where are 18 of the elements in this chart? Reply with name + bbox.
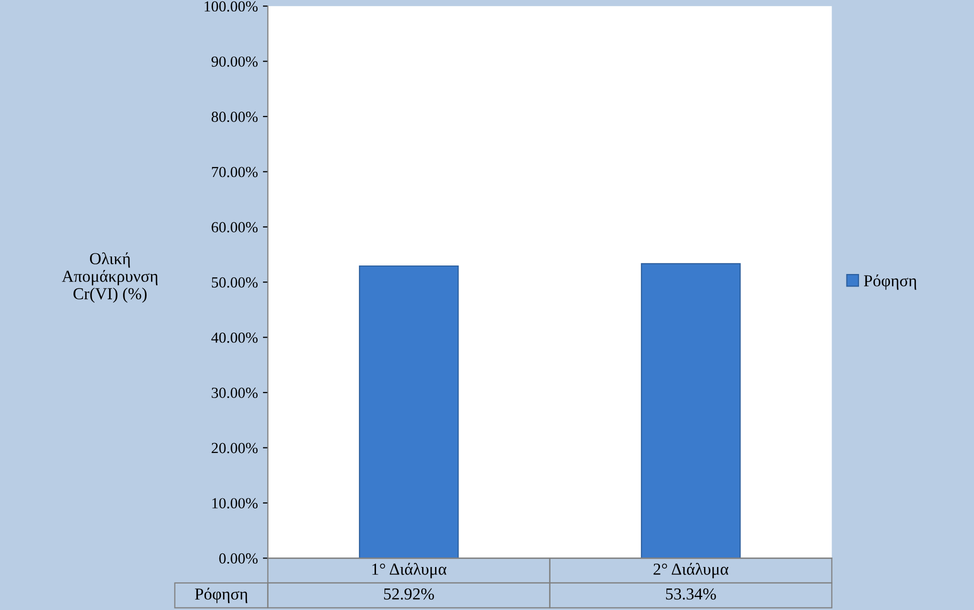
y-tick-label: 100.00% — [204, 1, 258, 12]
text: Ρόφηση — [194, 588, 248, 604]
data-label: 52.92% — [384, 588, 434, 600]
x-tick-label: 1° Διάλυμα — [372, 562, 446, 578]
y-tick-label: 10.00% — [212, 498, 258, 508]
y-axis-title: Ολική Απομάκρυνση Cr(VI) (%) — [62, 252, 158, 303]
y-tick-label: 50.00% — [212, 277, 258, 288]
y-tick-label: 70.00% — [212, 166, 258, 178]
y-tick-label: 90.00% — [212, 56, 258, 67]
y-tick-label: 60.00% — [212, 222, 258, 232]
legend-label: Ρόφηση — [864, 274, 916, 290]
y-tick-label: 0.00% — [219, 553, 258, 564]
y-tick-label: 30.00% — [212, 388, 258, 398]
y-tick-label: 40.00% — [211, 332, 258, 343]
y-tick-label: 80.00% — [212, 112, 258, 122]
x-tick-label: 2° Διάλυμα — [654, 562, 728, 578]
y-tick-label: 20.00% — [212, 442, 258, 454]
data-label: 53.34% — [666, 588, 716, 600]
